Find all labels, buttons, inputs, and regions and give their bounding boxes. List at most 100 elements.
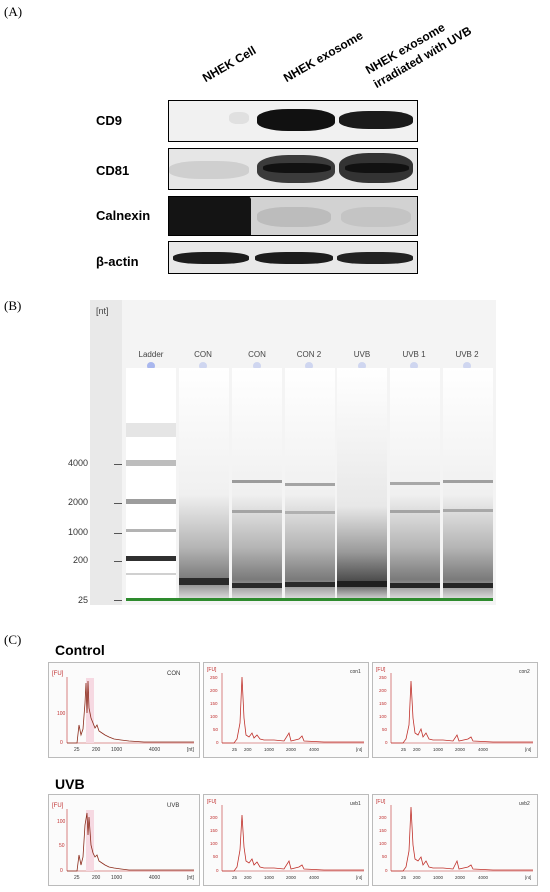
tick-label-25: 25 xyxy=(77,595,88,605)
svg-text:[FU]: [FU] xyxy=(207,799,217,805)
lane-name-uvb-1: UVB 1 xyxy=(402,350,426,359)
svg-text:25: 25 xyxy=(74,875,80,881)
tick-label-2000: 2000 xyxy=(67,497,88,507)
svg-text:[nt]: [nt] xyxy=(187,747,195,753)
svg-text:[nt]: [nt] xyxy=(525,747,531,752)
lane-uvb xyxy=(337,368,387,598)
svg-text:250: 250 xyxy=(379,675,387,680)
svg-text:200: 200 xyxy=(244,875,252,880)
row-label-cd81: CD81 xyxy=(96,163,130,178)
uvb-title: UVB xyxy=(55,776,85,792)
svg-text:100: 100 xyxy=(210,714,218,719)
svg-text:[FU]: [FU] xyxy=(376,667,386,673)
svg-text:4000: 4000 xyxy=(309,875,320,880)
lane-con xyxy=(179,368,229,598)
svg-text:1000: 1000 xyxy=(433,747,444,752)
gel-axis-strip xyxy=(90,300,122,605)
column-label-nhek-exosome: NHEK exosome xyxy=(281,28,366,85)
tick-label-200: 200 xyxy=(72,555,88,565)
svg-text:0: 0 xyxy=(385,740,388,745)
trace-label: CON xyxy=(167,671,180,677)
svg-text:25: 25 xyxy=(401,747,407,752)
svg-text:100: 100 xyxy=(57,711,66,717)
gel-unit-label: [nt] xyxy=(96,306,109,316)
svg-text:100: 100 xyxy=(379,841,387,846)
tick-200 xyxy=(114,561,122,562)
svg-text:100: 100 xyxy=(210,841,218,846)
trace-uvb-uvb1: [FU] uvb1 200 150 100 50 0 25 200 1000 2… xyxy=(203,794,369,886)
trace-label: con1 xyxy=(350,669,361,675)
trace-label: uvb1 xyxy=(350,801,361,807)
svg-text:150: 150 xyxy=(379,701,387,706)
lane-name-ladder: Ladder xyxy=(138,350,164,359)
svg-text:1000: 1000 xyxy=(433,875,444,880)
trace-label: con2 xyxy=(519,669,530,675)
lane-ladder xyxy=(126,368,176,598)
tick-label-4000: 4000 xyxy=(67,458,88,468)
svg-text:50: 50 xyxy=(59,843,65,849)
lower-marker-line xyxy=(126,598,493,601)
lane-marker-ladder xyxy=(147,362,155,370)
svg-text:2000: 2000 xyxy=(455,747,466,752)
gel-lanes xyxy=(126,368,493,601)
tick-1000 xyxy=(114,533,122,534)
blot-beta-actin xyxy=(168,241,418,274)
svg-text:200: 200 xyxy=(379,815,387,820)
lane-name-con-2: CON 2 xyxy=(296,350,322,359)
svg-text:25: 25 xyxy=(401,875,407,880)
svg-text:[FU]: [FU] xyxy=(376,799,386,805)
svg-text:50: 50 xyxy=(213,727,219,732)
blot-cd81 xyxy=(168,148,418,190)
trace-control-con: [FU] CON 100 0 25 200 1000 4000 [nt] xyxy=(48,662,200,758)
lane-marker-con-b xyxy=(253,362,261,370)
svg-text:150: 150 xyxy=(210,828,218,833)
column-label-nhek-cell: NHEK Cell xyxy=(200,43,259,85)
svg-text:200: 200 xyxy=(413,747,421,752)
svg-text:[FU]: [FU] xyxy=(207,667,217,673)
svg-text:25: 25 xyxy=(232,747,238,752)
svg-text:200: 200 xyxy=(92,875,101,881)
lane-marker-uvb xyxy=(358,362,366,370)
svg-text:[nt]: [nt] xyxy=(356,747,362,752)
svg-text:4000: 4000 xyxy=(309,747,320,752)
svg-text:200: 200 xyxy=(244,747,252,752)
lane-marker-con-2 xyxy=(305,362,313,370)
lane-name-uvb-2: UVB 2 xyxy=(455,350,479,359)
svg-text:50: 50 xyxy=(382,727,388,732)
row-label-beta-actin: β-actin xyxy=(96,254,139,269)
trace-uvb-uvb: [FU] UVB 100 50 0 25 200 1000 4000 [nt] xyxy=(48,794,200,886)
svg-text:4000: 4000 xyxy=(149,747,160,753)
svg-text:200: 200 xyxy=(379,688,387,693)
svg-text:50: 50 xyxy=(382,854,388,859)
svg-text:[nt]: [nt] xyxy=(356,875,362,880)
tick-25 xyxy=(114,600,122,601)
svg-text:2000: 2000 xyxy=(286,747,297,752)
svg-text:4000: 4000 xyxy=(478,747,489,752)
row-label-calnexin: Calnexin xyxy=(96,208,151,223)
tick-2000 xyxy=(114,503,122,504)
control-title: Control xyxy=(55,642,105,658)
blot-cd9 xyxy=(168,100,418,142)
svg-text:0: 0 xyxy=(60,740,63,746)
svg-text:1000: 1000 xyxy=(264,875,275,880)
svg-text:25: 25 xyxy=(232,875,238,880)
trace-control-con2: [FU] con2 250 200 150 100 50 0 25 200 10… xyxy=(372,662,538,758)
svg-text:200: 200 xyxy=(92,747,101,753)
row-label-cd9: CD9 xyxy=(96,113,123,128)
svg-text:200: 200 xyxy=(210,688,218,693)
svg-text:200: 200 xyxy=(210,815,218,820)
trace-label: uvb2 xyxy=(519,801,530,807)
svg-text:0: 0 xyxy=(60,868,63,874)
svg-text:4000: 4000 xyxy=(149,875,160,881)
y-unit: [FU] xyxy=(52,671,64,677)
svg-text:2000: 2000 xyxy=(455,875,466,880)
lane-name-con: CON xyxy=(194,350,212,359)
panel-a-letter: (A) xyxy=(4,4,23,19)
svg-text:0: 0 xyxy=(216,740,219,745)
svg-text:0: 0 xyxy=(216,868,219,873)
trace-label: UVB xyxy=(167,803,179,809)
trace-uvb-uvb2: [FU] uvb2 200 150 100 50 0 25 200 1000 2… xyxy=(372,794,538,886)
blot-calnexin xyxy=(168,196,418,236)
svg-text:0: 0 xyxy=(385,868,388,873)
svg-text:50: 50 xyxy=(213,854,219,859)
